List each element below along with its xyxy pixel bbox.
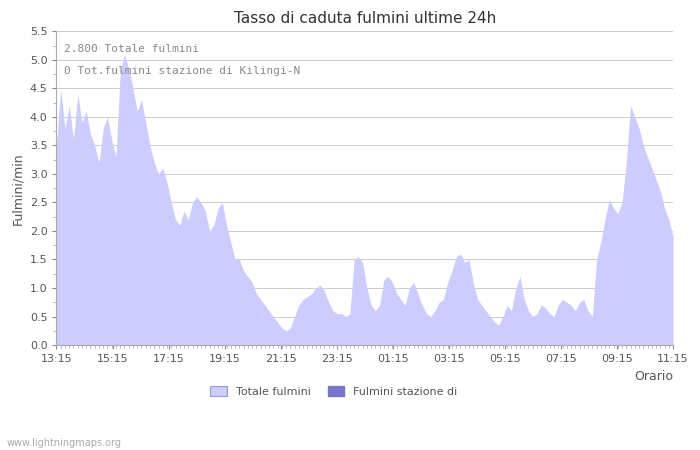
Y-axis label: Fulmini/min: Fulmini/min [11,152,24,225]
Title: Tasso di caduta fulmini ultime 24h: Tasso di caduta fulmini ultime 24h [234,11,496,26]
Text: www.lightningmaps.org: www.lightningmaps.org [7,438,122,448]
Text: 0 Tot.fulmini stazione di Kilingi-N: 0 Tot.fulmini stazione di Kilingi-N [64,66,300,76]
X-axis label: Orario: Orario [634,369,673,382]
Text: 2.800 Totale fulmini: 2.800 Totale fulmini [64,44,199,54]
Legend: Totale fulmini, Fulmini stazione di: Totale fulmini, Fulmini stazione di [206,382,462,401]
